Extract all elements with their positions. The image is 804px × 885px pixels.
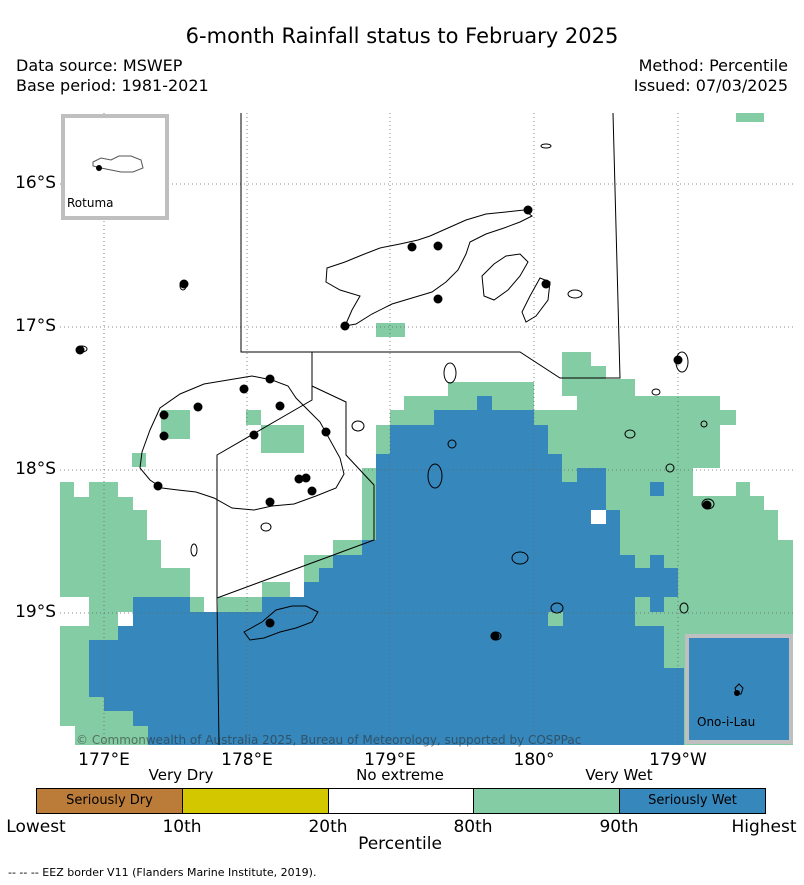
lat-label-18s: 18°S (15, 459, 56, 479)
ono-i-lau-island-map (734, 683, 744, 696)
rotuma-inset: Rotuma (61, 114, 169, 220)
gridlines (60, 113, 793, 745)
method-text: Method: Percentile (638, 56, 788, 75)
eez-boundaries (216, 113, 621, 745)
seriously-wet-region (89, 396, 684, 745)
rainfall-map (60, 113, 793, 745)
percentile-highest: Highest (731, 817, 797, 837)
legend-box-dry (182, 788, 329, 814)
rotuma-island-map (92, 155, 144, 173)
legend-box-no-extreme (328, 788, 474, 814)
legend-box-wet (473, 788, 620, 814)
lon-label-178e: 178°E (221, 750, 273, 770)
legend-box-seriously-wet: Seriously Wet (619, 788, 766, 814)
legend-no-extreme-label: No extreme (356, 766, 444, 784)
ono-i-lau-inset: Ono-i-Lau (685, 634, 793, 744)
legend-very-dry-label: Very Dry (148, 766, 214, 784)
issued-text: Issued: 07/03/2025 (633, 76, 788, 95)
lat-label-16s: 16°S (15, 173, 56, 193)
legend-box-seriously-dry: Seriously Dry (36, 788, 183, 814)
copyright-text: © Commonwealth of Australia 2025, Bureau… (76, 733, 582, 747)
legend-very-wet-label: Very Wet (585, 766, 653, 784)
base-period-text: Base period: 1981-2021 (16, 76, 209, 95)
rotuma-label: Rotuma (67, 196, 114, 210)
lon-label-180: 180° (513, 750, 555, 770)
percentile-80th: 80th (453, 817, 493, 837)
percentile-lowest: Lowest (6, 817, 66, 837)
ono-i-lau-label: Ono-i-Lau (697, 715, 756, 729)
lat-label-19s: 19°S (15, 602, 56, 622)
percentile-90th: 90th (599, 817, 639, 837)
percentile-20th: 20th (308, 817, 348, 837)
percentile-10th: 10th (162, 817, 202, 837)
eez-border-note: -- -- -- EEZ border V11 (Flanders Marine… (8, 866, 317, 879)
station-dots (75, 205, 712, 641)
meta-right: Method: Percentile Issued: 07/03/2025 (634, 56, 788, 96)
lon-label-179w: 179°W (649, 750, 707, 770)
lon-label-177e: 177°E (78, 750, 130, 770)
lon-label-179e: 179°E (364, 750, 416, 770)
meta-left: Data source: MSWEP Base period: 1981-202… (16, 56, 209, 96)
data-source-text: Data source: MSWEP (16, 56, 183, 75)
percentile-title: Percentile (358, 834, 442, 854)
lat-label-17s: 17°S (15, 316, 56, 336)
map-title: 6-month Rainfall status to February 2025 (185, 24, 619, 48)
